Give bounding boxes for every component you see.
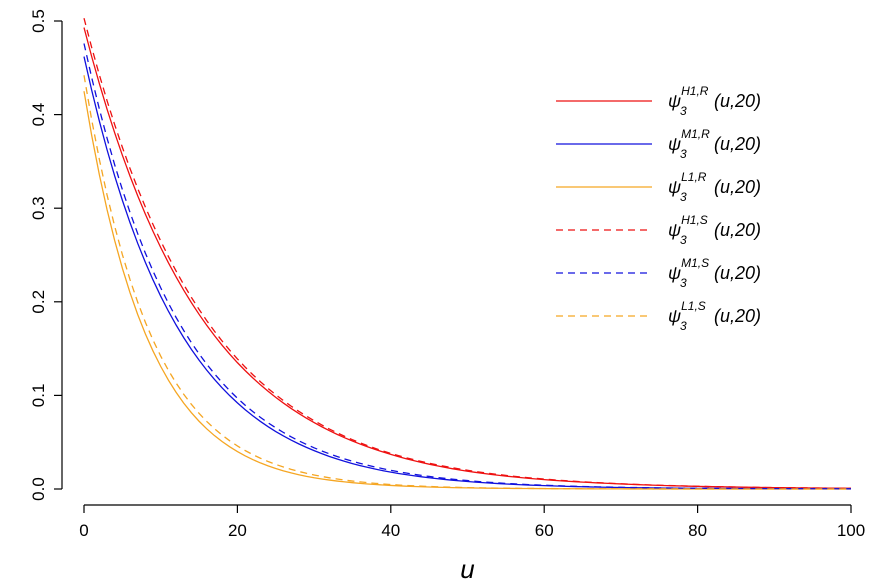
legend-argument: (u,20) (714, 177, 761, 197)
legend-argument: (u,20) (714, 306, 761, 326)
x-tick-label: 20 (228, 521, 247, 540)
legend-superscript: L1,R (681, 170, 707, 184)
legend-label: ψH1,S 3 (u,20) (668, 213, 761, 247)
legend-symbol: ψ (668, 306, 681, 326)
series-line-m1-s (83, 43, 852, 490)
legend-superscript: L1,S (681, 299, 706, 313)
series-line-h1-s (83, 18, 852, 489)
x-tick-label: 60 (535, 521, 554, 540)
x-tick-label: 80 (688, 521, 707, 540)
legend-label: ψL1,R 3 (u,20) (668, 170, 761, 204)
y-tick-label: 0.1 (29, 384, 48, 408)
legend-subscript: 3 (680, 319, 687, 333)
legend-subscript: 3 (680, 233, 687, 247)
x-tick-label: 0 (79, 521, 88, 540)
y-tick-label: 0.4 (29, 103, 48, 127)
legend-symbol: ψ (668, 220, 681, 240)
plot-lines (83, 18, 852, 490)
x-axis-title: u (460, 554, 474, 584)
legend-label: ψL1,S 3 (u,20) (668, 299, 761, 333)
legend-subscript: 3 (680, 276, 687, 290)
y-tick-label: 0.5 (29, 9, 48, 33)
x-tick-label: 40 (381, 521, 400, 540)
legend-subscript: 3 (680, 147, 687, 161)
series-line-l1-s (83, 75, 851, 490)
legend-argument: (u,20) (714, 263, 761, 283)
legend-symbol: ψ (668, 91, 681, 111)
axes: 0 20 40 60 80 100 0.0 0.1 0.2 0.3 0.4 0.5 u (29, 9, 865, 584)
legend-superscript: M1,R (681, 127, 710, 141)
legend-label: ψM1,R 3 (u,20) (668, 127, 761, 161)
legend-symbol: ψ (668, 134, 681, 154)
legend-label: ψH1,R 3 (u,20) (668, 84, 761, 118)
legend-symbol: ψ (668, 177, 681, 197)
legend-superscript: H1,S (681, 213, 708, 227)
y-tick-label: 0.3 (29, 196, 48, 220)
legend-argument: (u,20) (714, 220, 761, 240)
legend-subscript: 3 (680, 190, 687, 204)
y-ticks: 0.0 0.1 0.2 0.3 0.4 0.5 (29, 9, 62, 501)
legend-symbol: ψ (668, 263, 681, 283)
legend-label: ψM1,S 3 (u,20) (668, 256, 761, 290)
legend-superscript: H1,R (681, 84, 709, 98)
x-ticks: 0 20 40 60 80 100 (79, 505, 865, 540)
legend-superscript: M1,S (681, 256, 709, 270)
legend-subscript: 3 (680, 104, 687, 118)
y-tick-label: 0.0 (29, 477, 48, 501)
legend: ψH1,R 3 (u,20)ψM1,R 3 (u,20)ψL1,R 3 (u,20)ψH1,… (556, 84, 761, 333)
legend-argument: (u,20) (714, 91, 761, 111)
legend-argument: (u,20) (714, 134, 761, 154)
x-tick-label: 100 (837, 521, 865, 540)
y-tick-label: 0.2 (29, 290, 48, 314)
